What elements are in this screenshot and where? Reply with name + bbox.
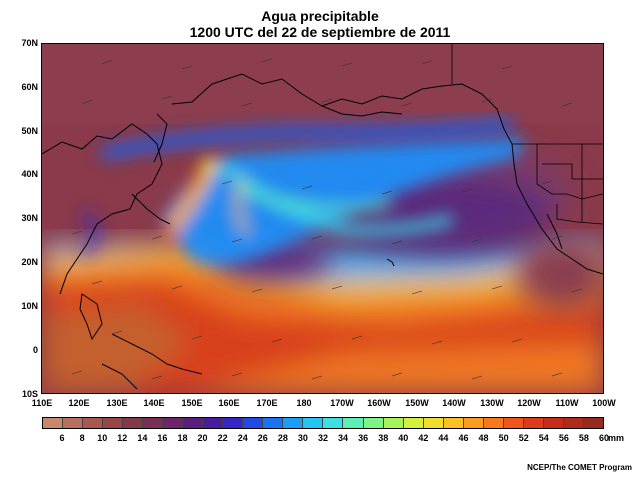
map-subtitle: 1200 UTC del 22 de septiembre de 2011	[189, 24, 451, 40]
coastlines	[42, 73, 603, 390]
lon-label-160e: 160E	[218, 398, 240, 408]
color-scale-label: 40	[398, 433, 409, 443]
color-scale-segment	[443, 418, 464, 428]
color-scale-segment	[263, 418, 284, 428]
color-scale-label: 34	[338, 433, 349, 443]
color-scale-label: 10	[97, 433, 108, 443]
color-scale-label: 52	[518, 433, 529, 443]
lat-label-50n: 50N	[21, 126, 38, 136]
lat-label-60n: 60N	[21, 82, 38, 92]
color-scale-label: 18	[177, 433, 188, 443]
lat-label-20n: 20N	[21, 257, 38, 267]
color-scale-label: 26	[257, 433, 268, 443]
color-scale-label: 16	[157, 433, 168, 443]
color-scale-segment	[123, 418, 144, 428]
color-scale-label: 30	[297, 433, 308, 443]
color-scale-units: mm	[608, 433, 625, 443]
lon-label-140e: 140E	[143, 398, 165, 408]
color-scale-segment	[323, 418, 344, 428]
color-scale-label: 58	[578, 433, 589, 443]
tropical-moisture-belt	[42, 244, 603, 393]
color-scale-bar	[42, 417, 604, 429]
lon-label-150w: 150W	[405, 398, 429, 408]
color-scale-segment	[363, 418, 384, 428]
color-scale-segment	[63, 418, 84, 428]
political-borders	[451, 44, 603, 225]
color-scale-segment	[243, 418, 264, 428]
lat-label-10n: 10N	[21, 301, 38, 311]
credit-text: NCEP/The COMET Program	[527, 463, 632, 472]
lon-label-140w: 140W	[442, 398, 466, 408]
color-scale-segment	[423, 418, 444, 428]
color-scale-label: 24	[237, 433, 248, 443]
lat-label-40n: 40N	[21, 169, 38, 179]
color-scale-label: 20	[197, 433, 208, 443]
color-scale-label: 56	[558, 433, 569, 443]
color-scale-label: 32	[317, 433, 328, 443]
lon-label-110e: 110E	[31, 398, 53, 408]
color-scale-segment	[503, 418, 524, 428]
color-scale-label: 44	[438, 433, 449, 443]
color-scale-label: 14	[137, 433, 148, 443]
color-scale-label: 28	[277, 433, 288, 443]
lon-label-130e: 130E	[106, 398, 128, 408]
lon-label-120e: 120E	[68, 398, 90, 408]
color-scale-segment	[203, 418, 224, 428]
color-scale-segment	[303, 418, 324, 428]
color-scale-label: 36	[358, 433, 369, 443]
lon-label-120w: 120W	[517, 398, 541, 408]
color-scale-label: 12	[117, 433, 128, 443]
color-scale-segment	[583, 418, 603, 428]
lon-label-150e: 150E	[181, 398, 203, 408]
color-scale-label: 38	[378, 433, 389, 443]
color-scale-segment	[43, 418, 64, 428]
lat-label-0: 0	[32, 345, 38, 355]
precipitable-water-map	[41, 43, 604, 394]
lat-label-30n: 30N	[21, 213, 38, 223]
color-scale-segment	[483, 418, 504, 428]
color-scale-label: 48	[478, 433, 489, 443]
color-scale-segment	[523, 418, 544, 428]
atmospheric-river	[162, 138, 525, 264]
color-scale-label: 54	[538, 433, 549, 443]
color-scale-segment	[543, 418, 564, 428]
lon-label-170w: 170W	[330, 398, 354, 408]
lon-label-130w: 130W	[480, 398, 504, 408]
color-scale-segment	[223, 418, 244, 428]
color-scale-segment	[343, 418, 364, 428]
color-scale-segment	[403, 418, 424, 428]
lon-label-170e: 170E	[256, 398, 278, 408]
lat-label-70n: 70N	[21, 38, 38, 48]
color-scale-label: 46	[458, 433, 469, 443]
color-scale-label: 42	[418, 433, 429, 443]
color-scale-segment	[163, 418, 184, 428]
wind-barbs	[71, 58, 583, 380]
lon-label-180: 180	[296, 398, 312, 408]
lon-label-100w: 100W	[592, 398, 616, 408]
lon-label-110w: 110W	[555, 398, 579, 408]
color-scale-label: 8	[79, 433, 85, 443]
color-scale-label: 6	[59, 433, 65, 443]
color-scale-segment	[83, 418, 104, 428]
color-scale-segment	[383, 418, 404, 428]
color-scale-segment	[463, 418, 484, 428]
lon-label-160w: 160W	[367, 398, 391, 408]
color-scale-segment	[143, 418, 164, 428]
color-scale-segment	[283, 418, 304, 428]
color-scale-label: 50	[498, 433, 509, 443]
color-scale-label: 60	[598, 433, 609, 443]
color-scale-label: 22	[217, 433, 228, 443]
lat-label-10s: 10S	[21, 389, 38, 399]
color-scale-segment	[103, 418, 124, 428]
color-scale-segment	[183, 418, 204, 428]
color-scale-segment	[563, 418, 584, 428]
map-title: Agua precipitable	[261, 8, 379, 24]
